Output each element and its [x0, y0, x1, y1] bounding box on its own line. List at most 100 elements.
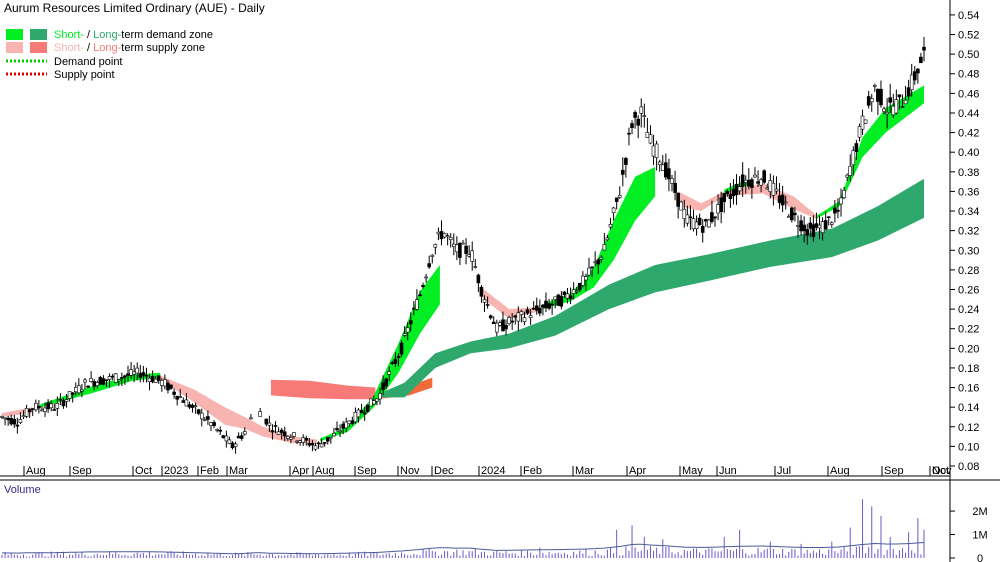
- price-candle: [722, 193, 727, 203]
- price-candle: [49, 403, 54, 409]
- price-candle: [141, 372, 146, 376]
- price-y-tick-label: 0.08: [958, 461, 979, 473]
- price-candle: [43, 407, 47, 412]
- short-supply-zone-3: [678, 183, 817, 219]
- price-candle: [33, 402, 38, 411]
- price-candle: [786, 216, 791, 218]
- price-candle: [691, 218, 696, 230]
- price-candle: [433, 244, 438, 248]
- price-x-tick-label: May: [682, 465, 703, 477]
- price-y-tick-label: 0.34: [958, 206, 979, 218]
- price-x-tick-label: Sep: [72, 465, 92, 477]
- price-candle: [117, 379, 121, 382]
- price-y-tick-label: 0.46: [958, 88, 979, 100]
- price-y-tick-label: 0.18: [958, 363, 979, 375]
- price-candle: [516, 312, 521, 322]
- price-candle: [716, 204, 720, 214]
- price-candle: [365, 404, 370, 412]
- price-y-tick-label: 0.20: [958, 343, 979, 355]
- price-candle: [319, 443, 324, 448]
- price-candle: [854, 143, 859, 152]
- long-supply-zone-0: [270, 379, 376, 400]
- price-candle: [147, 377, 152, 383]
- price-candle: [233, 443, 238, 448]
- price-candle: [470, 250, 475, 262]
- price-candle: [282, 431, 287, 437]
- price-candle: [203, 419, 207, 421]
- price-candle: [276, 431, 281, 435]
- price-candle: [826, 216, 831, 218]
- price-x-tick-label: Nov: [932, 465, 952, 477]
- price-candle: [310, 443, 315, 446]
- price-candle: [411, 307, 416, 310]
- price-candle: [206, 416, 210, 420]
- price-candle: [384, 378, 389, 387]
- price-candle: [740, 174, 745, 188]
- price-candle: [24, 407, 29, 417]
- price-candle: [424, 276, 428, 279]
- price-candle: [307, 443, 312, 446]
- price-candle: [922, 46, 926, 51]
- price-candle: [98, 376, 103, 385]
- price-candle: [184, 399, 189, 407]
- price-candle: [285, 435, 290, 439]
- price-candle: [842, 189, 846, 198]
- price-candle: [270, 430, 275, 433]
- price-candle: [273, 425, 278, 427]
- price-x-tick-label: Mar: [229, 465, 248, 477]
- price-candle: [673, 183, 677, 193]
- price-candle: [734, 184, 739, 195]
- price-candle: [808, 222, 813, 229]
- price-candle: [756, 181, 760, 184]
- price-candle: [80, 389, 84, 392]
- legend: Aurum Resources Limited Ordinary (AUE) -…: [4, 1, 265, 81]
- price-candle: [574, 290, 579, 293]
- price-candle: [86, 385, 90, 388]
- price-candle: [909, 74, 914, 90]
- price-candle: [556, 294, 561, 306]
- price-y-tick-label: 0.36: [958, 186, 979, 198]
- price-candle: [129, 369, 133, 376]
- price-x-tick-label: Nov: [400, 465, 420, 477]
- price-candle: [611, 207, 616, 213]
- price-candle: [697, 217, 702, 226]
- price-candle: [885, 112, 889, 115]
- price-candle: [387, 371, 392, 375]
- price-bars: [0, 36, 926, 454]
- price-x-tick-label: Oct: [932, 465, 949, 477]
- price-candle: [694, 221, 699, 229]
- price-candle: [799, 220, 803, 232]
- price-candle: [912, 71, 917, 81]
- price-candle: [537, 307, 542, 314]
- price-candle: [101, 378, 106, 385]
- price-candle: [132, 371, 136, 375]
- price-candle: [61, 400, 66, 407]
- price-candle: [759, 179, 763, 186]
- price-candle: [777, 195, 782, 204]
- price-candle: [427, 263, 432, 268]
- price-candle: [599, 256, 604, 260]
- price-candle: [590, 266, 594, 269]
- price-y-tick-label: 0.22: [958, 324, 979, 336]
- price-candle: [455, 244, 459, 253]
- price-candle: [860, 115, 865, 130]
- volume-y-ticks: 2M 1M 0: [950, 506, 988, 562]
- price-candle: [685, 214, 690, 224]
- price-y-tick-label: 0.40: [958, 147, 979, 159]
- price-candle: [725, 191, 730, 195]
- short-demand-zone-1: [320, 265, 440, 442]
- price-candle: [565, 293, 570, 299]
- price-candle: [473, 266, 478, 268]
- price-candle: [430, 254, 435, 257]
- price-candle: [74, 386, 78, 392]
- price-candle: [212, 422, 216, 426]
- price-candle: [18, 419, 23, 423]
- price-candle: [95, 382, 100, 386]
- price-x-tick-label: Aug: [830, 465, 850, 477]
- short-demand-swatch: [6, 29, 23, 40]
- price-candle: [811, 224, 816, 237]
- price-candle: [614, 197, 619, 202]
- price-candle: [544, 300, 548, 309]
- price-candle: [768, 180, 773, 193]
- legend-supply-zone: Short- / Long-term supply zone: [54, 42, 205, 54]
